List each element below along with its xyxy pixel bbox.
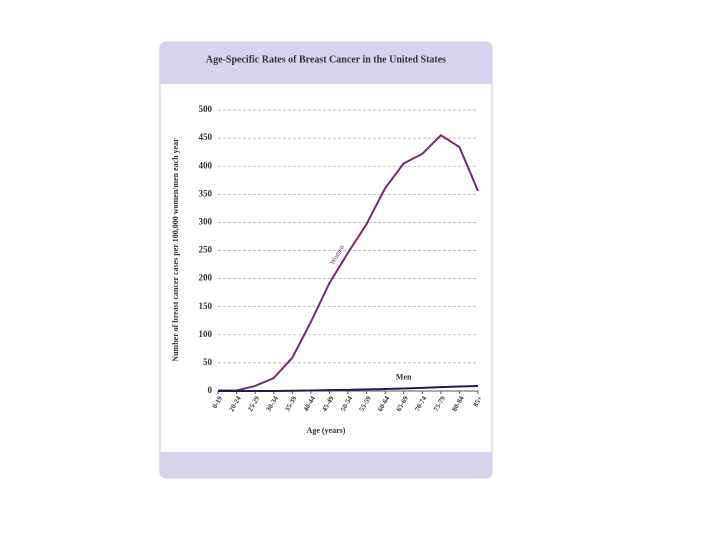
chart-title: Age-Specific Rates of Breast Cancer in t… [206,54,446,65]
footer-band [160,452,492,478]
y-tick-label: 450 [199,132,213,142]
header-band [160,42,492,84]
y-tick-label: 500 [199,104,213,114]
y-tick-label: 100 [199,329,213,339]
y-tick-label: 400 [199,160,213,170]
y-tick-label: 300 [199,216,213,226]
x-axis-label: Age (years) [307,426,346,435]
y-tick-label: 350 [199,188,213,198]
y-tick-label: 50 [203,357,213,367]
y-tick-label: 200 [199,273,213,283]
series-line [218,384,479,392]
y-tick-label: 0 [208,385,213,395]
series-line [218,134,479,392]
y-axis-label: Number of breast cancer cases per 100,00… [171,138,180,362]
y-tick-label: 250 [199,245,213,255]
y-tick-label: 150 [199,301,213,311]
series-label: Men [396,372,412,381]
